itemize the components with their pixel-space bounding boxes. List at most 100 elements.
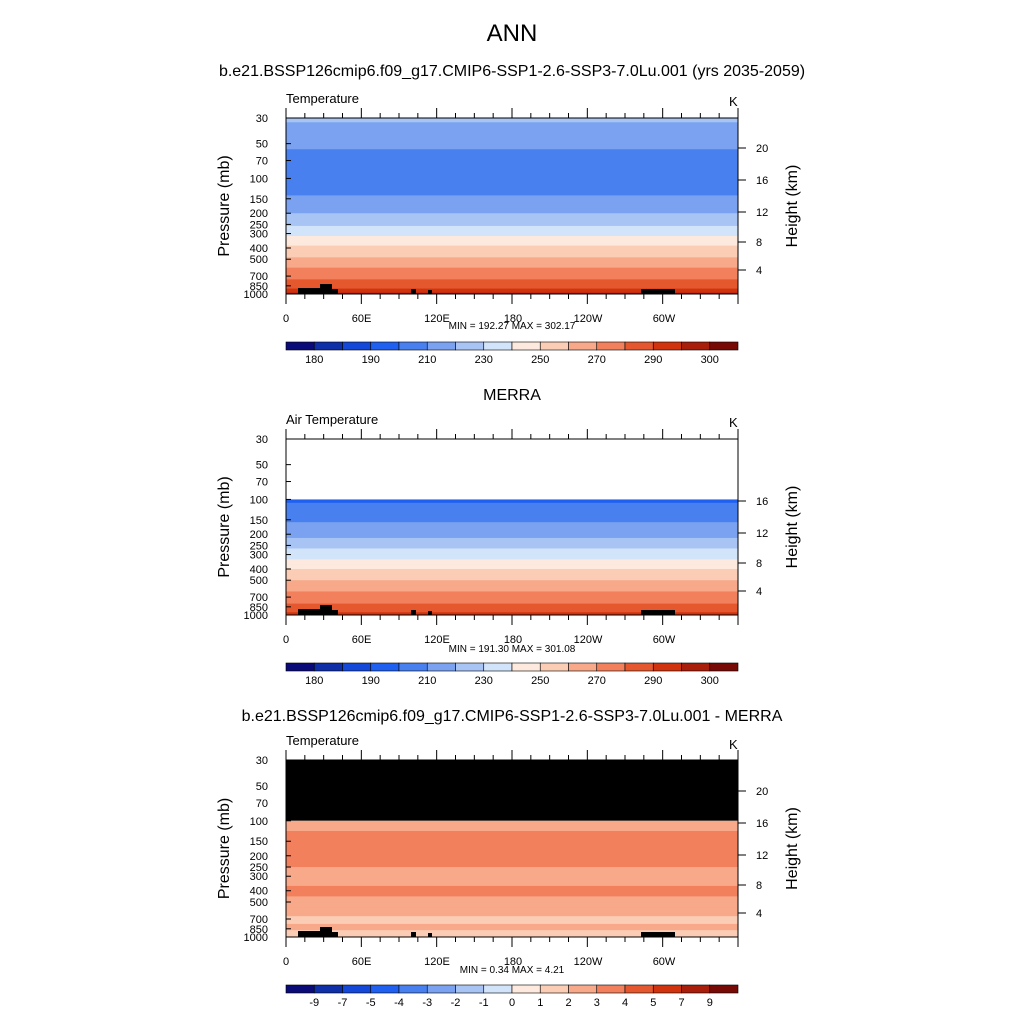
pressure-tick-label: 150 xyxy=(250,194,268,206)
panel-1-band xyxy=(286,118,738,123)
colorbar-swatch xyxy=(652,984,682,994)
lon-tick-label: 180 xyxy=(504,956,522,968)
colorbar-label: -5 xyxy=(366,997,376,1009)
panel-1-band xyxy=(286,220,738,224)
panel-2-band xyxy=(286,539,738,543)
panel-2-band xyxy=(286,608,738,611)
colorbar-label: 180 xyxy=(305,675,323,687)
height-tick-label: 16 xyxy=(756,818,768,830)
pressure-axis-title: Pressure (mb) xyxy=(216,476,233,577)
panel-1-band xyxy=(286,276,738,279)
panel-1-minmax: MIN = 192.27 MAX = 302.17 xyxy=(448,321,576,332)
pressure-tick-label: 150 xyxy=(250,515,268,527)
panel-3-colorbar: -9 -7 -5 -4 -3 -2 -1 0 1 2 3 4 5 7 9 xyxy=(285,984,739,1009)
colorbar-swatch xyxy=(313,984,343,994)
colorbar-swatch xyxy=(568,984,598,994)
height-tick-label: 8 xyxy=(756,558,762,570)
panel-1-band xyxy=(286,238,738,242)
panel-2-band xyxy=(286,585,738,590)
panel-2-band xyxy=(286,554,738,558)
panel-1-band xyxy=(286,206,738,210)
panel-2-band xyxy=(286,561,738,565)
panel-1-band xyxy=(286,175,738,180)
panel-3-band xyxy=(286,853,738,857)
panel-2-band xyxy=(286,534,738,537)
panel-3-band xyxy=(286,927,738,930)
colorbar-swatch xyxy=(398,341,428,351)
panel-2-band xyxy=(286,524,738,528)
colorbar-swatch xyxy=(709,984,739,994)
panel-2-band xyxy=(286,601,738,605)
panel-2-band xyxy=(286,549,738,553)
panel-1-band xyxy=(286,178,738,183)
height-tick-label: 16 xyxy=(756,175,768,187)
panel-3-band xyxy=(286,894,738,897)
pressure-tick-label: 30 xyxy=(256,113,268,125)
panel-3-band xyxy=(286,923,738,927)
panel-2-band xyxy=(286,610,738,613)
panel-2-band xyxy=(286,502,738,507)
panel-3-title: b.e21.BSSP126cmip6.f09_g17.CMIP6-SSP1-2.… xyxy=(241,708,783,725)
panel-3-band xyxy=(286,846,738,850)
lon-tick-label: 60E xyxy=(352,634,372,646)
panel-3-band xyxy=(286,892,738,896)
colorbar-label: 0 xyxy=(509,997,515,1009)
lon-tick-label: 180 xyxy=(504,634,522,646)
pressure-tick-label: 700 xyxy=(250,271,268,283)
panel-1-band xyxy=(286,285,738,288)
panel-2-band xyxy=(286,516,738,521)
pressure-tick-label: 200 xyxy=(250,529,268,541)
panel-3-band xyxy=(286,843,738,847)
panel-2-band xyxy=(286,606,738,609)
colorbar-swatch xyxy=(511,662,541,672)
colorbar-label: 180 xyxy=(305,354,323,366)
lon-tick-label: 0 xyxy=(283,956,289,968)
panel-2-band xyxy=(286,583,738,587)
panel-3-band xyxy=(286,859,738,862)
panel-1-band xyxy=(286,122,738,128)
colorbar-swatch xyxy=(483,984,513,994)
pressure-tick-label: 50 xyxy=(256,139,268,151)
panel-1-band xyxy=(286,213,738,216)
colorbar-label: -9 xyxy=(309,997,319,1009)
colorbar-swatch xyxy=(681,662,711,672)
panel-2-field xyxy=(286,499,738,615)
panel-1-band xyxy=(286,130,738,136)
panel-2-band xyxy=(286,600,738,603)
panel-3-band xyxy=(286,874,738,877)
panel-3-band xyxy=(286,861,738,864)
panel-3-band xyxy=(286,868,738,871)
lon-tick-label: 120E xyxy=(424,313,450,325)
height-tick-label: 8 xyxy=(756,880,762,892)
colorbar-swatch xyxy=(483,341,513,351)
pressure-tick-label: 300 xyxy=(250,871,268,883)
panel-2-topography xyxy=(428,611,432,615)
panel-2-band xyxy=(286,572,738,576)
lon-tick-label: 60W xyxy=(653,956,676,968)
panel-1-band xyxy=(286,291,738,294)
colorbar-swatch xyxy=(681,341,711,351)
colorbar-label: 300 xyxy=(701,675,719,687)
pressure-tick-label: 700 xyxy=(250,914,268,926)
panel-3-band xyxy=(286,930,738,933)
lon-tick-label: 180 xyxy=(504,313,522,325)
colorbar-swatch xyxy=(285,662,315,672)
colorbar-swatch xyxy=(342,662,372,672)
panel-1-band xyxy=(286,259,738,263)
panel-3-band xyxy=(286,876,738,880)
panel-1-band xyxy=(286,218,738,222)
pressure-tick-label: 850 xyxy=(250,924,268,936)
panel-3-band xyxy=(286,907,738,912)
panel-1-topography xyxy=(298,288,322,294)
lon-tick-label: 120E xyxy=(424,956,450,968)
colorbar-label: 190 xyxy=(362,354,380,366)
panel-3-band xyxy=(286,902,738,906)
colorbar-swatch xyxy=(568,341,598,351)
pressure-tick-label: 70 xyxy=(256,477,268,489)
panel-1-band xyxy=(286,163,738,168)
panel-2-band xyxy=(286,556,738,560)
height-axis-title: Height (km) xyxy=(784,165,801,248)
